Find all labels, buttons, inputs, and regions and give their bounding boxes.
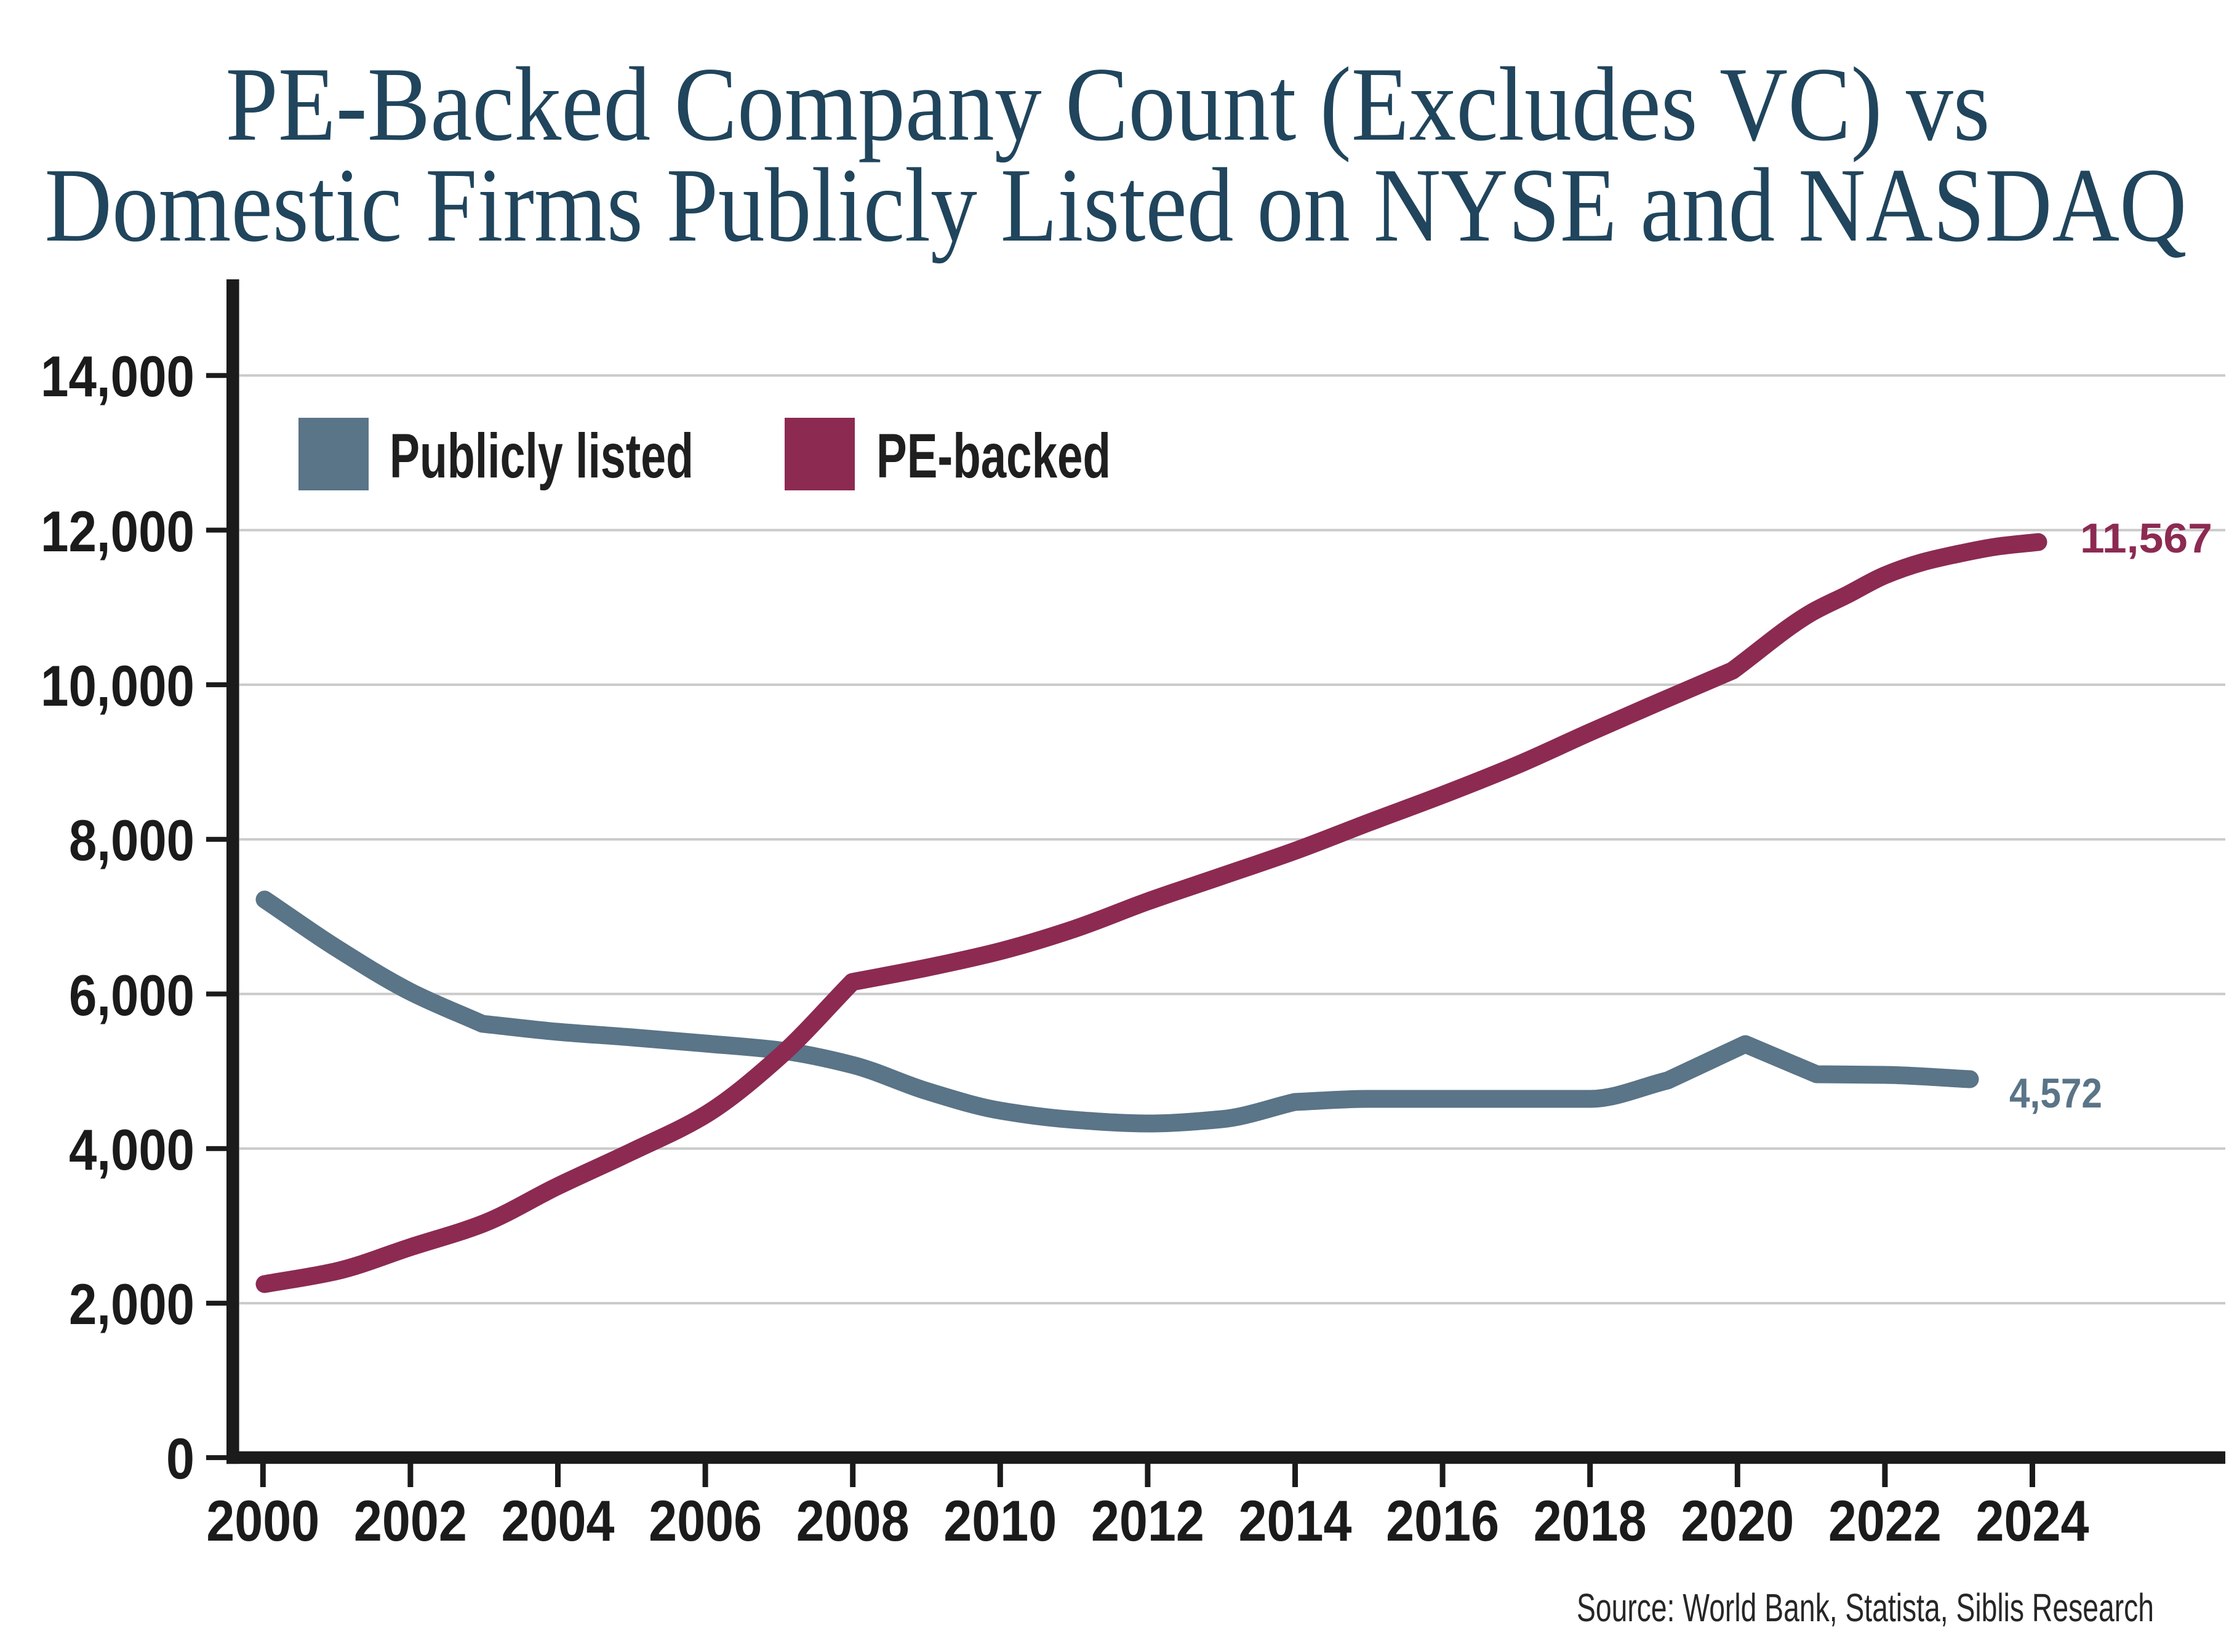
svg-text:2002: 2002 — [354, 1488, 467, 1553]
svg-text:11,567: 11,567 — [2080, 515, 2212, 562]
svg-text:6,000: 6,000 — [69, 963, 194, 1028]
svg-text:2,000: 2,000 — [69, 1272, 194, 1336]
svg-text:10,000: 10,000 — [41, 653, 194, 718]
svg-text:4,000: 4,000 — [69, 1117, 194, 1182]
svg-text:2018: 2018 — [1534, 1488, 1647, 1553]
svg-text:PE-Backed Company Count (Exclu: PE-Backed Company Count (Excludes VC) vs — [226, 46, 1990, 163]
svg-text:2010: 2010 — [943, 1488, 1057, 1553]
svg-text:8,000: 8,000 — [69, 808, 194, 872]
svg-text:2016: 2016 — [1386, 1488, 1499, 1553]
svg-text:2014: 2014 — [1239, 1488, 1352, 1553]
svg-text:2006: 2006 — [649, 1488, 762, 1553]
svg-text:0: 0 — [166, 1426, 194, 1491]
svg-text:4,572: 4,572 — [2009, 1070, 2102, 1117]
svg-text:14,000: 14,000 — [41, 344, 194, 409]
svg-text:Source: World Bank, Statista,: Source: World Bank, Statista, Siblis Res… — [1577, 1586, 2154, 1630]
svg-text:2020: 2020 — [1681, 1488, 1794, 1553]
svg-text:2000: 2000 — [206, 1488, 319, 1553]
svg-text:PE-backed: PE-backed — [876, 421, 1111, 491]
svg-text:Publicly listed: Publicly listed — [390, 421, 694, 491]
svg-text:12,000: 12,000 — [41, 499, 194, 564]
svg-text:2004: 2004 — [502, 1488, 615, 1553]
svg-text:2022: 2022 — [1828, 1488, 1942, 1553]
svg-text:2024: 2024 — [1976, 1488, 2089, 1553]
svg-text:2012: 2012 — [1091, 1488, 1204, 1553]
svg-text:2008: 2008 — [796, 1488, 910, 1553]
svg-text:Domestic Firms Publicly Listed: Domestic Firms Publicly Listed on NYSE a… — [45, 147, 2187, 264]
